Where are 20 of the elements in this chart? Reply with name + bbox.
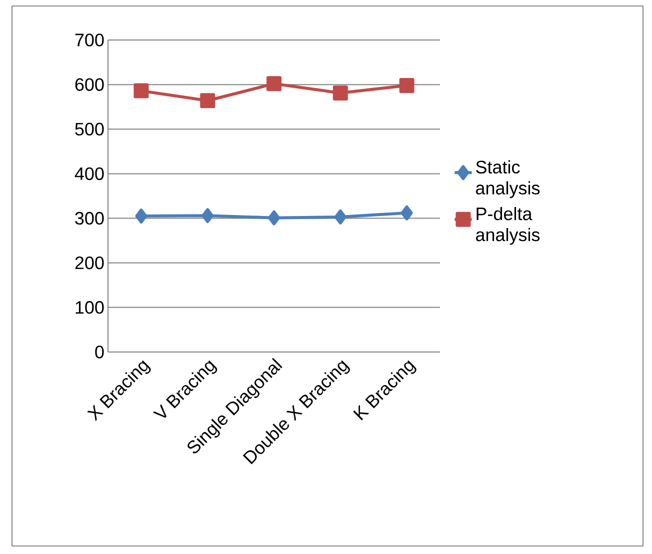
y-tick-label: 600 — [75, 78, 104, 91]
point — [334, 209, 346, 224]
point — [332, 86, 348, 101]
y-tick-label: 400 — [74, 167, 104, 180]
legend-label: P-delta analysis — [476, 206, 540, 245]
point — [399, 78, 414, 93]
point — [200, 93, 216, 108]
y-tick-label: 100 — [76, 301, 104, 314]
point — [134, 83, 149, 98]
point — [266, 76, 282, 92]
y-tick-label: 200 — [75, 256, 104, 270]
y-tick-label: 300 — [75, 212, 104, 225]
y-tick-label: 0 — [95, 346, 104, 358]
legend-label: Static analysis — [476, 160, 540, 198]
point — [135, 208, 148, 224]
point — [400, 205, 413, 220]
point — [202, 208, 214, 224]
y-tick-label: 500 — [75, 122, 104, 136]
y-tick-label: 700 — [75, 34, 104, 46]
point — [268, 210, 280, 226]
